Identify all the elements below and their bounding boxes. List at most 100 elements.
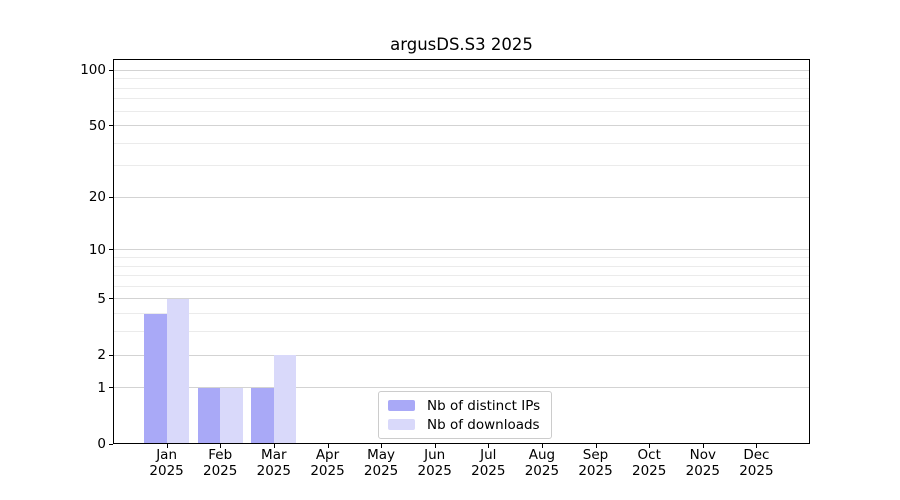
x-tick-label-year: 2025 <box>310 462 345 479</box>
y-tick-label-20: 20 <box>88 189 106 206</box>
x-tick-label-month: Aug <box>528 447 556 463</box>
gridline-major-1 <box>113 387 810 389</box>
y-tick-label-1: 1 <box>97 379 106 396</box>
legend-swatch-distinct-ips-icon <box>388 400 415 411</box>
x-tick-label-year: 2025 <box>417 462 452 479</box>
x-tick-label-oct: Oct 2025 <box>613 447 685 479</box>
x-tick-label-month: Nov <box>689 447 716 463</box>
spine-left <box>113 59 114 444</box>
x-tick-label-year: 2025 <box>363 462 399 479</box>
x-tick-label-month: Jun <box>424 447 446 463</box>
y-tick-label-0: 0 <box>97 436 106 452</box>
bar-downloads-mar <box>273 355 297 443</box>
y-tick-label-10: 10 <box>88 241 106 258</box>
gridline-minor-70 <box>113 98 810 100</box>
x-tick-label-month: Apr <box>315 447 340 463</box>
chart-title: argusDS.S3 2025 <box>390 35 533 54</box>
x-tick-label-year: 2025 <box>632 462 667 479</box>
x-tick-label-month: Jan <box>156 447 177 463</box>
bar-downloads-feb <box>220 387 243 443</box>
x-tick-label-jan: Jan 2025 <box>131 447 203 479</box>
y-tick-10 <box>109 249 113 251</box>
x-tick-label-year: 2025 <box>578 462 613 479</box>
x-tick-label-month: May <box>367 447 396 463</box>
gridline-minor-40 <box>113 142 810 144</box>
x-tick-label-month: Mar <box>261 447 287 463</box>
x-tick-label-year: 2025 <box>524 462 560 479</box>
x-tick-jun <box>434 444 436 448</box>
legend-item-downloads: Nb of downloads <box>388 416 540 433</box>
x-tick-mar <box>273 444 275 448</box>
legend-label-distinct-ips: Nb of distinct IPs <box>427 397 541 414</box>
bar-downloads-jan <box>166 298 190 443</box>
gridline-minor-6 <box>113 285 810 287</box>
x-tick-label-month: Feb <box>208 447 233 463</box>
x-tick-apr <box>327 444 329 448</box>
spine-bottom <box>113 443 810 444</box>
gridline-minor-9 <box>113 257 810 258</box>
legend: Nb of distinct IPs Nb of downloads <box>378 391 553 439</box>
gridline-minor-30 <box>113 165 810 167</box>
x-tick-label-year: 2025 <box>203 462 238 479</box>
x-tick-nov <box>702 444 704 448</box>
gridline-major-10 <box>113 249 810 251</box>
y-tick-0 <box>109 443 113 445</box>
spine-right <box>809 59 810 444</box>
x-tick-label-year: 2025 <box>471 462 506 479</box>
x-tick-oct <box>649 444 651 448</box>
x-tick-label-mar: Mar 2025 <box>238 447 310 479</box>
x-tick-label-year: 2025 <box>149 462 184 479</box>
legend-swatch-downloads-icon <box>388 419 415 430</box>
gridline-minor-90 <box>113 78 810 80</box>
gridline-major-50 <box>113 125 810 127</box>
y-tick-50 <box>109 125 113 127</box>
x-tick-aug <box>541 444 543 448</box>
y-tick-100 <box>109 69 113 71</box>
x-tick-label-dec: Dec 2025 <box>720 447 792 479</box>
x-tick-dec <box>756 444 758 448</box>
x-tick-may <box>381 444 383 448</box>
x-tick-label-sep: Sep 2025 <box>560 447 632 479</box>
plot-area <box>113 59 810 444</box>
y-tick-label-50: 50 <box>88 117 106 134</box>
x-tick-label-month: Jul <box>480 447 497 463</box>
x-tick-jan <box>166 444 168 448</box>
gridline-major-100 <box>113 69 810 71</box>
x-tick-label-nov: Nov 2025 <box>667 447 739 479</box>
gridline-minor-60 <box>113 110 810 112</box>
gridline-major-20 <box>113 196 810 198</box>
y-tick-1 <box>109 387 113 389</box>
bar-distinct-ips-feb <box>197 387 221 443</box>
legend-item-distinct-ips: Nb of distinct IPs <box>388 397 540 414</box>
y-tick-label-5: 5 <box>97 290 106 307</box>
x-tick-label-month: Sep <box>582 447 609 463</box>
y-tick-20 <box>109 196 113 198</box>
x-tick-label-month: Oct <box>637 447 661 463</box>
gridline-major-5 <box>113 298 810 300</box>
x-tick-label-year: 2025 <box>685 462 720 479</box>
x-tick-label-jul: Jul 2025 <box>452 447 524 479</box>
y-tick-5 <box>109 298 113 300</box>
gridline-minor-7 <box>113 275 810 277</box>
x-tick-label-year: 2025 <box>256 462 291 479</box>
x-tick-sep <box>595 444 597 448</box>
x-tick-label-feb: Feb 2025 <box>184 447 256 479</box>
x-tick-label-may: May 2025 <box>345 447 417 479</box>
bar-distinct-ips-mar <box>251 387 274 443</box>
x-tick-label-month: Dec <box>743 447 770 463</box>
x-tick-label-year: 2025 <box>739 462 774 479</box>
x-tick-label-jun: Jun 2025 <box>399 447 471 479</box>
y-tick-2 <box>109 354 113 356</box>
x-tick-label-aug: Aug 2025 <box>506 447 578 479</box>
legend-label-downloads: Nb of downloads <box>427 416 540 433</box>
gridline-minor-80 <box>113 87 810 89</box>
x-tick-jul <box>488 444 490 448</box>
x-tick-label-apr: Apr 2025 <box>292 447 364 479</box>
spine-top <box>113 59 810 60</box>
bar-distinct-ips-jan <box>144 313 167 443</box>
x-tick-feb <box>220 444 222 448</box>
y-tick-label-2: 2 <box>97 347 106 363</box>
gridline-minor-8 <box>113 265 810 267</box>
gridline-minor-3 <box>113 331 810 333</box>
